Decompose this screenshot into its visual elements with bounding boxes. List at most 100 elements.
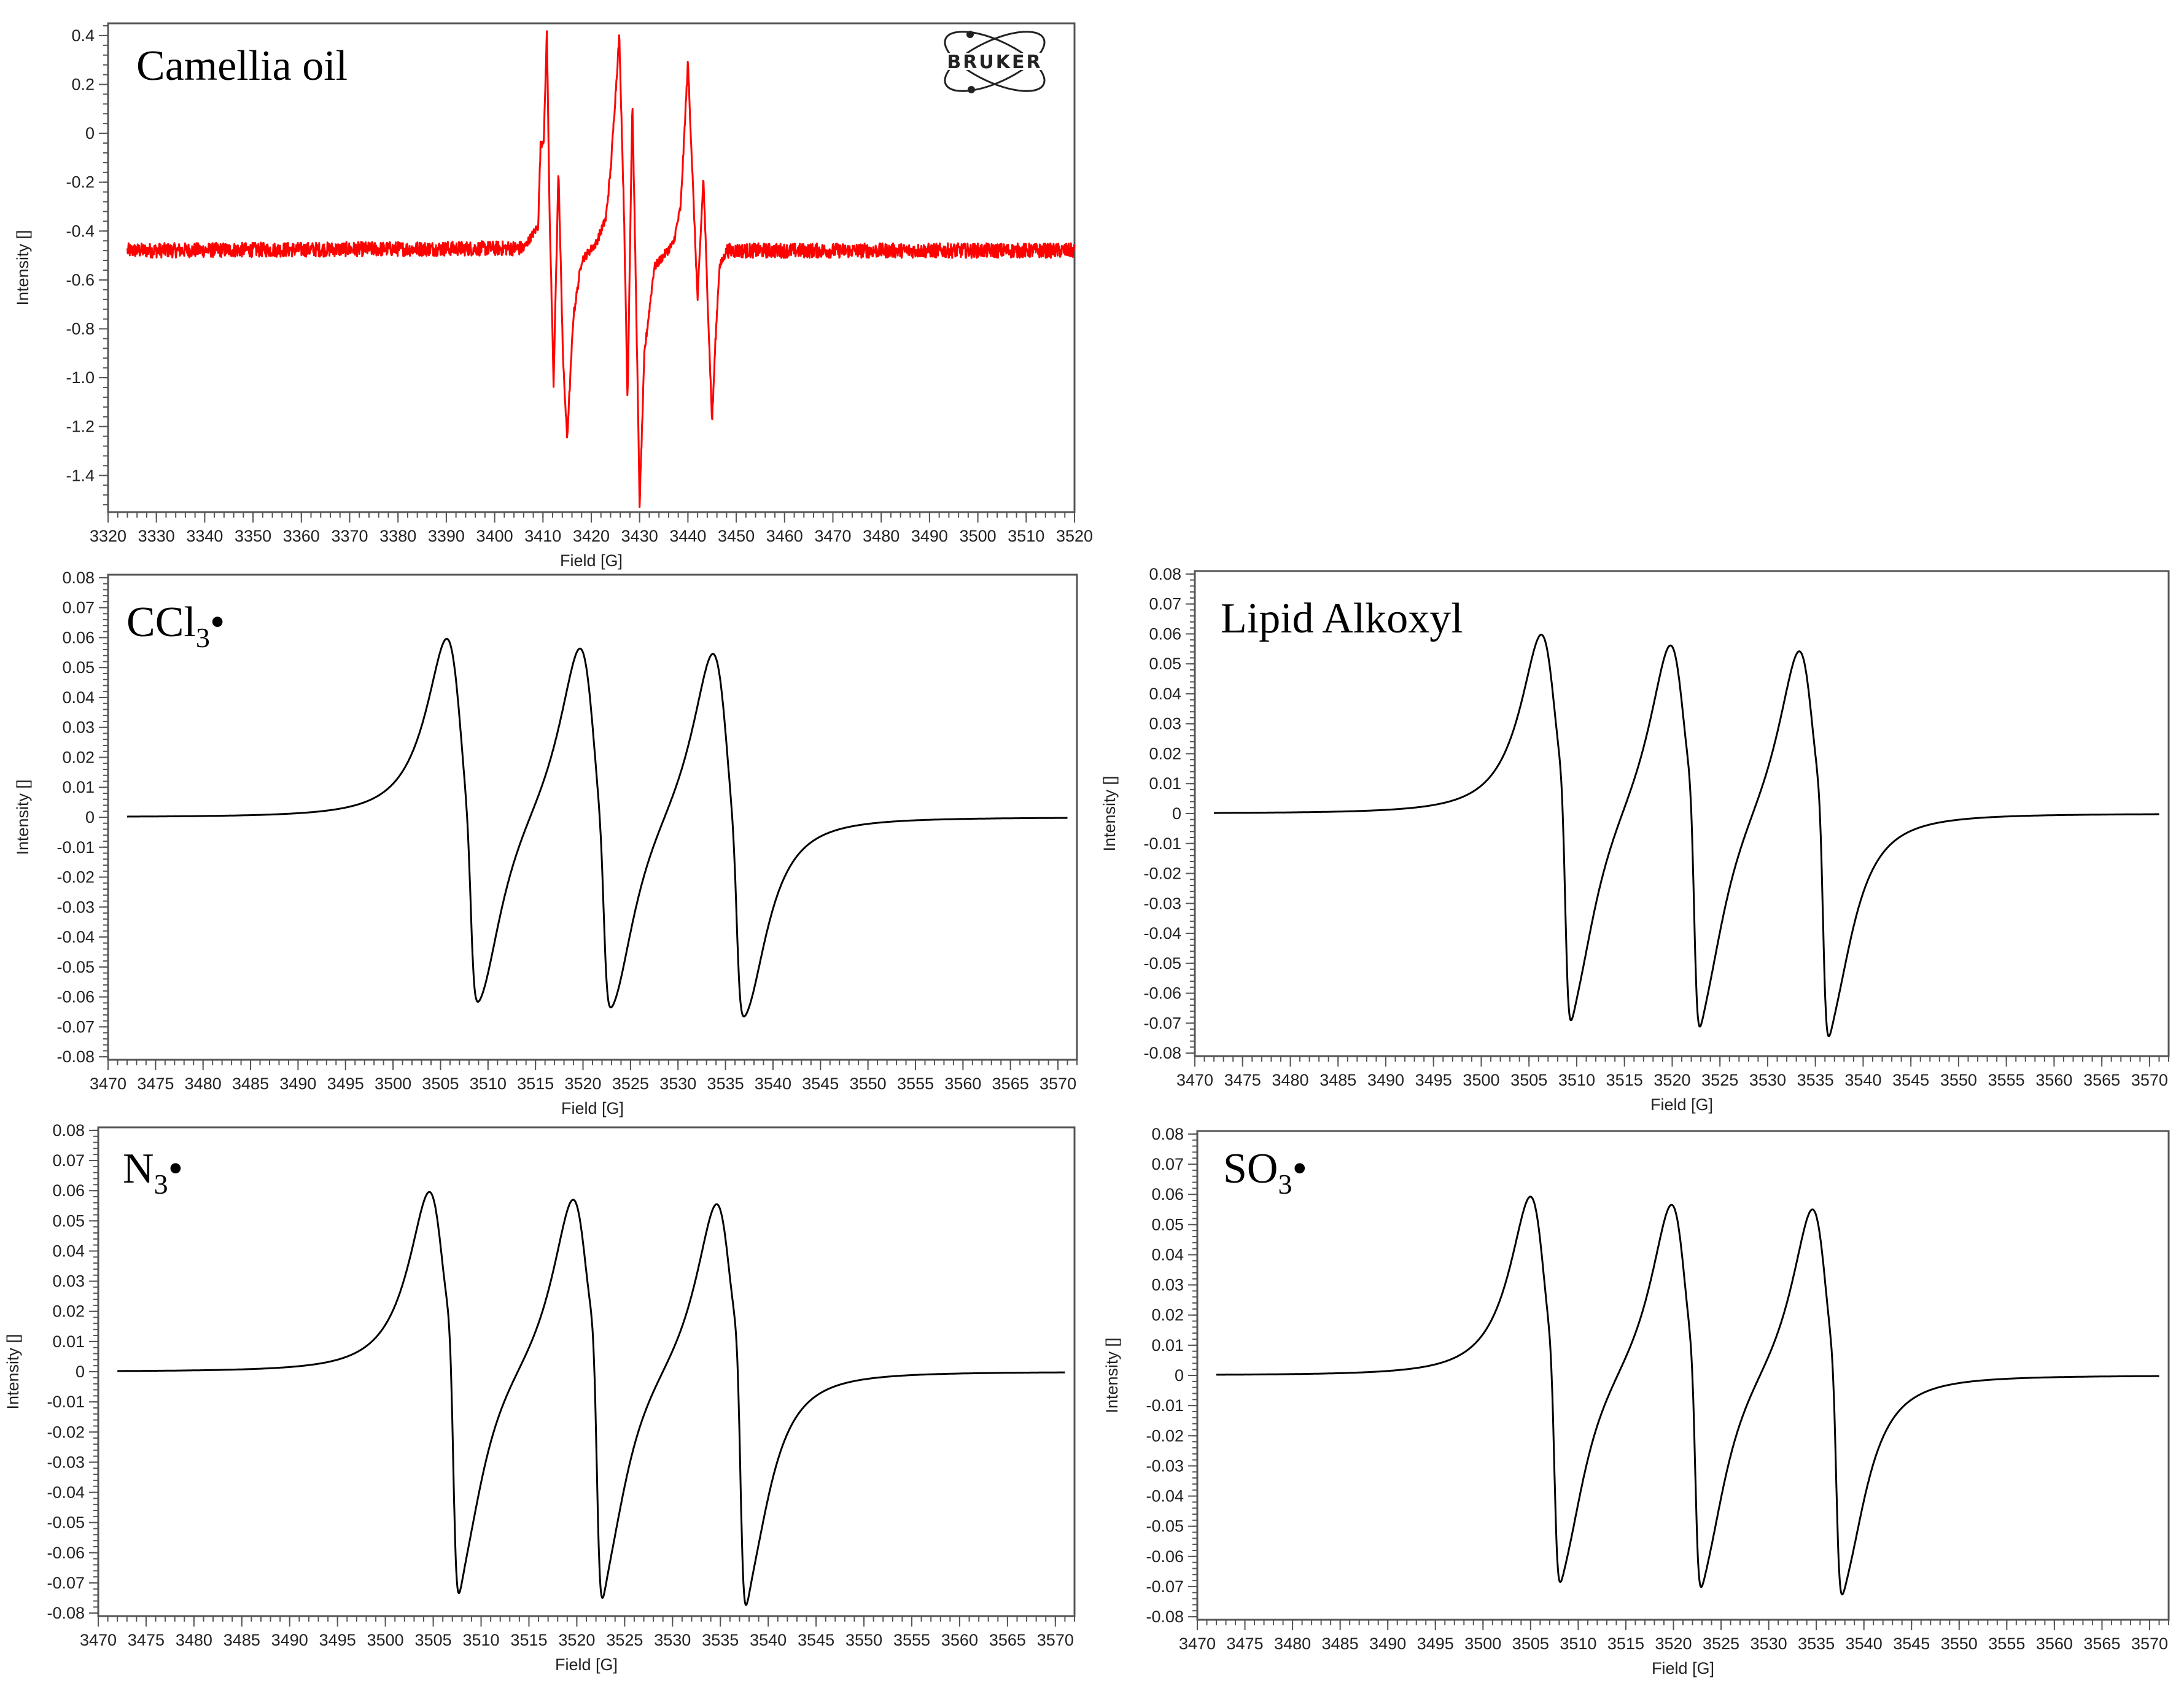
y-tick-label: 0.01 (1151, 1336, 1184, 1355)
y-tick-label: -0.4 (66, 222, 95, 240)
x-tick-label: 3450 (718, 527, 755, 545)
y-tick-label: -0.02 (47, 1423, 85, 1441)
y-tick-label: 0.03 (1151, 1276, 1184, 1294)
x-tick-label: 3470 (1179, 1635, 1216, 1653)
x-tick-label: 3540 (750, 1631, 787, 1649)
x-tick-label: 3530 (659, 1075, 696, 1093)
x-tick-label: 3470 (90, 1075, 126, 1093)
x-tick-label: 3490 (1367, 1071, 1404, 1089)
x-tick-label: 3320 (90, 527, 126, 545)
x-tick-label: 3555 (1988, 1635, 2025, 1653)
x-tick-label: 3470 (814, 527, 851, 545)
x-tick-label: 3525 (1703, 1635, 1739, 1653)
x-tick-label: 3380 (379, 527, 416, 545)
x-tick-label: 3520 (1056, 527, 1093, 545)
x-tick-label: 3545 (802, 1075, 839, 1093)
plot-frame (107, 22, 1076, 513)
x-tick-label: 3570 (2131, 1635, 2168, 1653)
x-tick-label: 3505 (1510, 1071, 1547, 1089)
spectrum-trace (126, 30, 1076, 508)
y-tick-label: -1.0 (66, 368, 95, 387)
x-tick-label: 3500 (375, 1075, 411, 1093)
plot-frame (1196, 1130, 2170, 1621)
y-tick-label: -0.07 (1143, 1014, 1181, 1032)
x-tick-label: 3485 (223, 1631, 260, 1649)
y-tick-label: -0.03 (56, 898, 95, 916)
y-tick-label: -0.05 (56, 958, 95, 976)
y-tick-label: -0.08 (47, 1604, 85, 1622)
x-tick-label: 3490 (271, 1631, 308, 1649)
y-tick-label: 0.04 (62, 688, 95, 707)
x-tick-label: 3515 (517, 1075, 554, 1093)
x-tick-label: 3515 (1606, 1071, 1643, 1089)
y-tick-label: -0.05 (47, 1514, 85, 1532)
x-tick-label: 3420 (573, 527, 610, 545)
y-tick-label: -0.07 (47, 1574, 85, 1592)
y-tick-label: -0.06 (1143, 984, 1181, 1003)
chart-panel-alkoxyl: 3470 3475 3480 3485 3490 3495 3500 3505 3510 3515… (1100, 565, 2170, 1114)
y-tick-label: -0.01 (56, 838, 95, 857)
spectrum-trace (1216, 1195, 2160, 1596)
y-tick-label: 0.05 (52, 1211, 85, 1230)
x-axis-label: Field [G] (560, 551, 623, 570)
y-tick-label: 0.01 (52, 1332, 85, 1351)
y-tick-label: -0.04 (1146, 1487, 1184, 1506)
x-tick-label: 3515 (1607, 1635, 1644, 1653)
y-tick-label: 0.04 (52, 1242, 85, 1260)
x-tick-label: 3350 (235, 527, 271, 545)
y-tick-label: 0.4 (71, 26, 95, 45)
x-tick-label: 3545 (798, 1631, 834, 1649)
y-tick-label: -0.08 (56, 1048, 95, 1066)
x-tick-label: 3470 (80, 1631, 117, 1649)
x-tick-label: 3545 (1893, 1635, 1930, 1653)
svg-text:BRUKER: BRUKER (947, 52, 1042, 73)
x-axis-label: Field [G] (561, 1099, 624, 1118)
x-tick-label: 3560 (941, 1631, 978, 1649)
x-tick-label: 3540 (755, 1075, 791, 1093)
y-tick-label: -1.2 (66, 418, 95, 436)
bruker-logo: BRUKER (943, 31, 1046, 93)
x-tick-label: 3540 (1846, 1635, 1883, 1653)
y-axis-label: Intensity [] (14, 230, 32, 305)
x-tick-label: 3500 (960, 527, 997, 545)
x-tick-label: 3500 (1463, 1071, 1499, 1089)
chart-title: CCl3• (126, 599, 225, 653)
x-tick-label: 3525 (606, 1631, 643, 1649)
y-tick-label: 0 (1172, 804, 1181, 823)
y-axis-label: Intensity [] (1103, 1337, 1121, 1413)
x-tick-label: 3490 (1369, 1635, 1406, 1653)
x-tick-label: 3475 (1227, 1635, 1264, 1653)
x-tick-label: 3360 (283, 527, 320, 545)
x-tick-label: 3430 (621, 527, 658, 545)
x-tick-label: 3485 (1322, 1635, 1359, 1653)
x-tick-label: 3560 (2036, 1635, 2073, 1653)
y-tick-label: 0.01 (1149, 774, 1181, 793)
y-tick-label: -0.03 (1146, 1456, 1184, 1475)
x-tick-label: 3525 (612, 1075, 649, 1093)
y-tick-label: 0 (1175, 1366, 1184, 1385)
y-tick-label: 0.06 (1149, 624, 1181, 643)
y-tick-label: -0.01 (1143, 834, 1181, 853)
x-tick-label: 3555 (1988, 1071, 2025, 1089)
x-tick-label: 3535 (1797, 1071, 1834, 1089)
y-tick-label: 0.03 (62, 718, 95, 737)
y-tick-label: 0.02 (62, 748, 95, 766)
chart-title: Camellia oil (136, 42, 348, 90)
x-tick-label: 3495 (1417, 1635, 1454, 1653)
spectrum-trace (126, 637, 1068, 1017)
x-tick-label: 3370 (331, 527, 368, 545)
x-tick-label: 3480 (1274, 1635, 1311, 1653)
x-tick-label: 3485 (1319, 1071, 1356, 1089)
y-tick-label: -0.01 (47, 1393, 85, 1411)
y-tick-label: 0.03 (1149, 715, 1181, 733)
x-tick-label: 3480 (863, 527, 900, 545)
y-tick-label: 0.05 (1149, 655, 1181, 673)
x-tick-label: 3510 (462, 1631, 499, 1649)
y-tick-label: 0.08 (52, 1121, 85, 1140)
y-tick-label: -0.01 (1146, 1396, 1184, 1415)
x-tick-label: 3470 (1176, 1071, 1213, 1089)
x-tick-label: 3535 (702, 1631, 739, 1649)
x-tick-label: 3500 (367, 1631, 404, 1649)
y-tick-label: -0.06 (56, 988, 95, 1006)
